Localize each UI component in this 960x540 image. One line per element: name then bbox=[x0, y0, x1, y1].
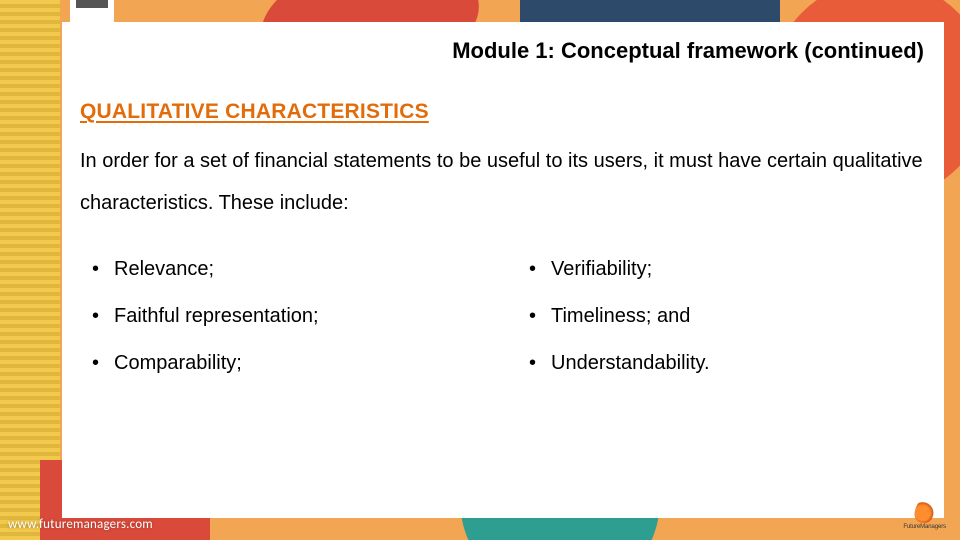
list-item: Faithful representation; bbox=[92, 293, 489, 340]
list-item: Timeliness; and bbox=[529, 293, 926, 340]
section-heading: QUALITATIVE CHARACTERISTICS bbox=[80, 100, 926, 140]
list-item: Relevance; bbox=[92, 246, 489, 293]
brand-logo: FutureManagers bbox=[903, 499, 946, 530]
slide-title: Module 1: Conceptual framework (continue… bbox=[80, 34, 926, 100]
footer-url: www.futuremanagers.com bbox=[8, 517, 153, 532]
right-column: Verifiability; Timeliness; and Understan… bbox=[529, 246, 926, 387]
list-item: Verifiability; bbox=[529, 246, 926, 293]
bullet-columns: Relevance; Faithful representation; Comp… bbox=[80, 246, 926, 387]
bg-stripe bbox=[0, 0, 60, 540]
brand-logo-text: FutureManagers bbox=[903, 524, 946, 530]
slide-card: Module 1: Conceptual framework (continue… bbox=[62, 22, 944, 518]
left-column: Relevance; Faithful representation; Comp… bbox=[92, 246, 489, 387]
list-item: Understandability. bbox=[529, 340, 926, 387]
list-item: Comparability; bbox=[92, 340, 489, 387]
intro-text: In order for a set of financial statemen… bbox=[80, 140, 926, 246]
flame-icon bbox=[913, 497, 937, 524]
